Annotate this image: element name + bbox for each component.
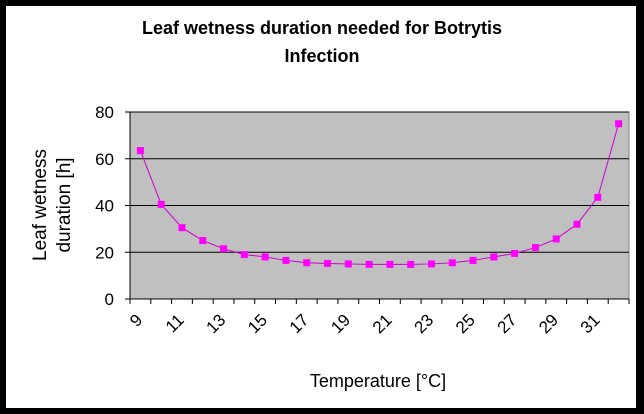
y-axis-title-line-1: Leaf wetness (30, 149, 51, 261)
data-point-marker (469, 256, 477, 264)
y-tick-label: 80 (95, 103, 114, 122)
y-tick-label: 60 (95, 150, 114, 169)
x-tick-label: 19 (327, 310, 354, 337)
data-point-marker (324, 259, 332, 267)
data-point-marker (552, 235, 560, 243)
x-tick-label: 25 (452, 310, 479, 337)
data-point-marker (615, 120, 623, 128)
axes (125, 111, 630, 304)
data-point-marker (407, 260, 415, 268)
y-tick-label: 40 (95, 197, 114, 216)
data-point-marker (282, 256, 290, 264)
x-tick-label: 17 (286, 310, 313, 337)
data-point-marker (531, 244, 539, 252)
data-point-marker (136, 147, 144, 155)
x-tick-label: 21 (369, 310, 396, 337)
data-point-marker (157, 200, 165, 208)
data-point-marker (573, 220, 581, 228)
x-tick-label: 13 (203, 310, 230, 337)
y-axis-title-line-2: duration [h] (54, 157, 75, 252)
data-point-marker (178, 224, 186, 232)
y-tick-label: 0 (105, 290, 114, 309)
data-point-marker (427, 260, 435, 268)
data-point-marker (240, 251, 248, 259)
data-point-marker (386, 260, 394, 268)
data-point-marker (511, 249, 519, 257)
x-tick-label: 15 (244, 310, 271, 337)
data-point-marker (261, 253, 269, 261)
x-tick-label: 9 (126, 310, 146, 330)
x-tick-label: 29 (535, 310, 562, 337)
x-axis-tick-labels: 9 11 13 15 17 19 21 23 25 27 29 31 (126, 310, 604, 337)
data-point-marker (490, 253, 498, 261)
data-point-marker (344, 260, 352, 268)
chart-title-line-1: Leaf wetness duration needed for Botryti… (141, 18, 503, 38)
gridlines (130, 111, 629, 253)
data-point-marker (220, 245, 228, 253)
chart-title-line-2: Infection (284, 46, 360, 66)
data-point-marker (199, 237, 207, 245)
y-tick-label: 20 (95, 243, 114, 262)
x-tick-label: 23 (410, 310, 437, 337)
y-axis-tick-labels: 0 20 40 60 80 (95, 103, 114, 309)
data-point-marker (448, 259, 456, 267)
data-point-marker (594, 193, 602, 201)
data-point-marker (365, 260, 373, 268)
data-point-marker (303, 259, 311, 267)
x-tick-label: 11 (162, 310, 188, 336)
series-markers (136, 120, 623, 268)
chart-title: Leaf wetness duration needed for Botryti… (0, 14, 644, 70)
x-tick-label: 31 (577, 310, 604, 337)
x-tick-label: 27 (494, 310, 521, 337)
x-axis-title: Temperature [°C] (310, 371, 446, 391)
